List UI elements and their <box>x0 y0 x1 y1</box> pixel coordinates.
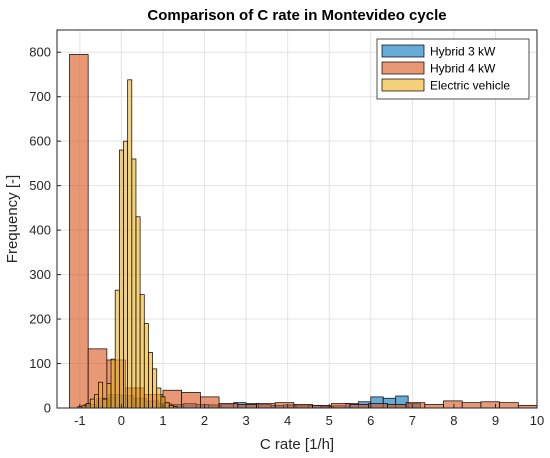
x-tick-label: 10 <box>530 413 544 428</box>
histogram-bar <box>102 398 108 409</box>
x-tick-label: 9 <box>492 413 499 428</box>
x-tick-label: 5 <box>326 413 333 428</box>
histogram-bar <box>127 79 133 409</box>
histogram-bar <box>256 403 276 409</box>
histogram-bar <box>152 368 158 409</box>
histogram-bar <box>148 352 153 409</box>
y-tick-label: 800 <box>29 45 51 60</box>
histogram-bar <box>69 54 89 409</box>
histogram-bar <box>164 402 170 409</box>
histogram-bar <box>499 402 519 409</box>
histogram-bar <box>349 404 370 409</box>
y-tick-label: 0 <box>44 401 51 416</box>
histogram-bar <box>200 396 220 409</box>
legend: Hybrid 3 kW Hybrid 4 kW Electric vehicle <box>376 38 530 100</box>
y-tick-label: 400 <box>29 223 51 238</box>
histogram-bar <box>131 158 137 409</box>
x-tick-label: 7 <box>409 413 416 428</box>
histogram-bar <box>89 398 95 409</box>
histogram-bar <box>94 394 99 409</box>
x-tick-label: 2 <box>201 413 208 428</box>
x-tick-label: 3 <box>242 413 249 428</box>
histogram-bar <box>405 402 426 409</box>
histogram-bar <box>156 387 162 409</box>
histogram-bar <box>293 404 313 409</box>
histogram-bar <box>461 402 482 409</box>
legend-label: Hybrid 4 kW <box>430 62 496 76</box>
y-tick-label: 500 <box>29 178 51 193</box>
histogram-bar <box>443 400 463 409</box>
y-tick-label: 700 <box>29 89 51 104</box>
histogram-bar <box>106 383 112 409</box>
histogram-bar <box>85 403 91 409</box>
chart-title: Comparison of C rate in Montevideo cycle <box>147 7 446 24</box>
x-tick-label: 1 <box>159 413 166 428</box>
plot-frame <box>56 29 538 409</box>
histogram-bar <box>123 140 128 409</box>
histogram-bar <box>139 294 145 409</box>
histogram-bar <box>274 402 295 409</box>
histogram-bar <box>237 404 257 409</box>
y-tick-label: 600 <box>29 134 51 149</box>
x-axis-label: C rate [1/h] <box>260 436 334 453</box>
legend-swatch <box>381 78 425 92</box>
x-tick-label: 6 <box>367 413 374 428</box>
histogram-bar <box>118 149 124 409</box>
histogram-bar <box>114 289 120 409</box>
legend-swatch <box>381 61 425 75</box>
histogram-bar <box>480 401 500 409</box>
legend-label: Hybrid 3 kW <box>430 45 496 59</box>
bar-layer <box>69 54 538 409</box>
histogram-bar <box>387 404 407 409</box>
histogram-bar <box>110 358 116 409</box>
histogram-bar <box>218 403 239 409</box>
x-tick-label: -1 <box>74 413 86 428</box>
histogram-bar <box>98 381 104 409</box>
x-tick-label: 0 <box>118 413 125 428</box>
y-tick-label: 300 <box>29 267 51 282</box>
histogram-bar <box>181 392 201 409</box>
legend-label: Electric vehicle <box>430 79 510 93</box>
histogram-bar <box>330 403 351 409</box>
y-tick-label: 100 <box>29 356 51 371</box>
legend-swatch <box>381 44 425 58</box>
legend-items: Hybrid 3 kW Hybrid 4 kW Electric vehicle <box>381 44 510 93</box>
y-tick-label: 200 <box>29 312 51 327</box>
x-tick-label: 8 <box>450 413 457 428</box>
histogram-bar <box>424 404 444 409</box>
histogram-bar <box>135 216 141 409</box>
histogram-bar <box>368 403 388 409</box>
x-tick-label: 4 <box>284 413 291 428</box>
y-axis-label: Frequency [-] <box>4 175 21 263</box>
histogram-bar <box>143 323 149 409</box>
